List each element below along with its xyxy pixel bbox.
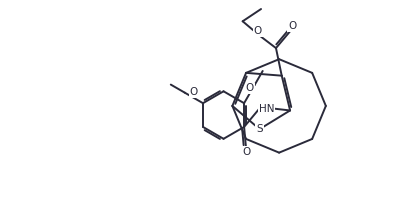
Text: O: O <box>190 87 198 97</box>
Text: O: O <box>288 21 296 31</box>
Text: S: S <box>256 124 263 134</box>
Text: O: O <box>254 26 262 36</box>
Text: HN: HN <box>258 104 274 114</box>
Text: O: O <box>242 147 250 157</box>
Text: O: O <box>245 83 254 93</box>
